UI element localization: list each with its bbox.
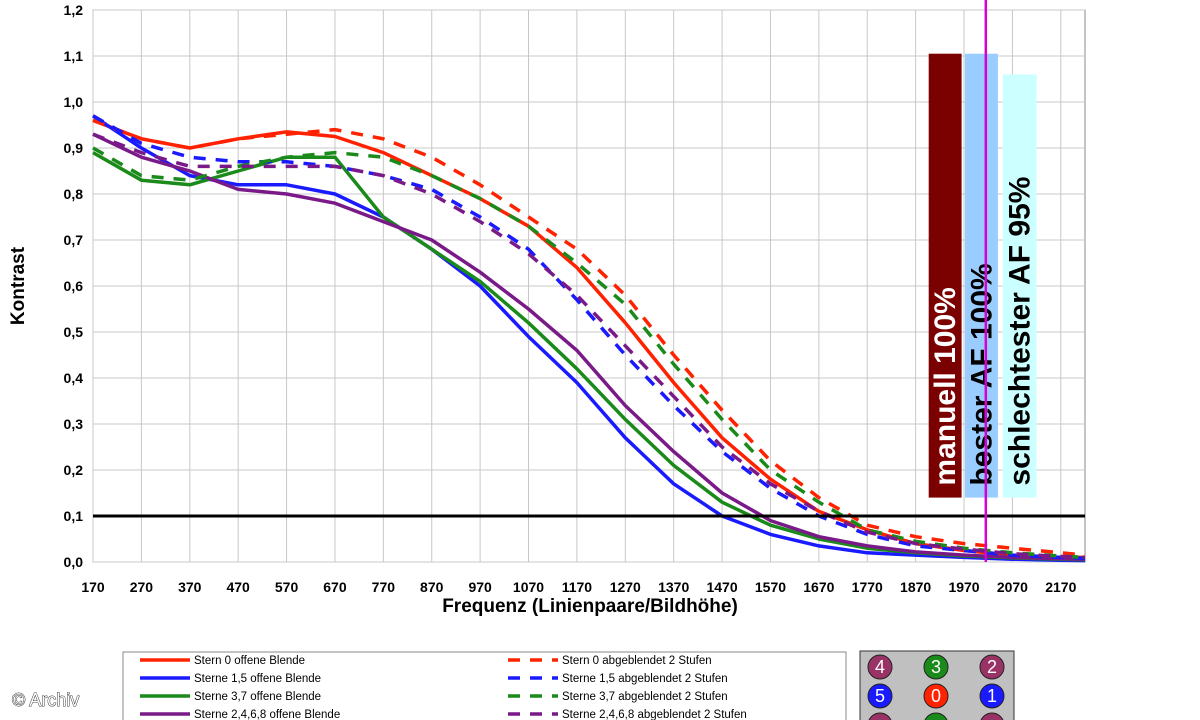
star-badge-8	[980, 712, 1004, 720]
y-tick-label: 0,5	[64, 324, 84, 340]
x-tick-label: 2170	[1045, 579, 1076, 595]
x-tick-label: 1470	[706, 579, 737, 595]
star-badge-label-2: 2	[987, 657, 997, 677]
x-tick-label: 270	[130, 579, 154, 595]
y-tick-label: 0,3	[64, 416, 84, 432]
series-line-7	[92, 132, 1086, 560]
bar-1	[964, 53, 998, 498]
legend-label-6: Sterne 3,7 abgeblendet 2 Stufen	[562, 691, 728, 703]
star-badge-label-1: 3	[931, 657, 941, 677]
x-tick-label: 470	[226, 579, 250, 595]
x-axis-label: Frequenz (Linienpaare/Bildhöhe)	[442, 596, 738, 617]
series-line-4	[92, 118, 1086, 557]
x-tick-label: 1370	[658, 579, 689, 595]
y-tick-label: 1,0	[64, 94, 84, 110]
y-tick-label: 0,8	[64, 186, 84, 202]
y-tick-label: 0,2	[64, 462, 84, 478]
star-badge-4	[923, 683, 949, 709]
x-tick-label: 970	[468, 579, 492, 595]
x-tick-label: 570	[275, 579, 299, 595]
y-tick-label: 0,6	[64, 278, 84, 294]
series-line-3	[92, 132, 1086, 561]
legend-label-7: Sterne 2,4,6,8 abgeblendet 2 Stufen	[562, 709, 747, 720]
bar-2	[1002, 74, 1037, 498]
star-badge-6	[868, 712, 892, 720]
y-tick-label: 0,1	[64, 508, 84, 524]
star-badge-label-3: 5	[875, 686, 885, 706]
x-tick-label: 770	[372, 579, 396, 595]
x-tick-label: 1970	[948, 579, 979, 595]
copyright-watermark: © Archiv	[12, 690, 79, 710]
legend-box	[122, 651, 847, 720]
x-tick-label: 370	[178, 579, 202, 595]
x-tick-label: 1570	[755, 579, 786, 595]
legend-label-5: Sterne 1,5 abgeblendet 2 Stufen	[562, 673, 728, 685]
x-tick-label: 670	[323, 579, 347, 595]
star-badge-3	[867, 683, 893, 709]
star-badge-label-0: 4	[875, 657, 885, 677]
bar-0	[928, 53, 962, 498]
grid-lines	[92, 9, 1085, 563]
x-tick-label: 1270	[610, 579, 641, 595]
x-tick-label: 1770	[852, 579, 883, 595]
category-bars: manuell 100% bester AF 100% schlechtester …	[928, 53, 1037, 498]
star-badge-7	[924, 712, 948, 720]
y-tick-label: 0,4	[64, 370, 84, 386]
legend-label-2: Sterne 3,7 offene Blende	[194, 691, 321, 703]
x-tick-label: 1870	[900, 579, 931, 595]
x-tick-label: 170	[81, 579, 105, 595]
y-tick-label: 1,1	[64, 48, 84, 64]
y-tick-label: 0,0	[64, 554, 84, 570]
star-badge-label-5: 1	[987, 686, 997, 706]
legend-label-3: Sterne 2,4,6,8 offene Blende	[194, 709, 340, 720]
star-badge-0	[867, 654, 893, 680]
data-series	[92, 114, 1086, 563]
bar-label-2: schlechtester AF 95%	[1004, 177, 1037, 486]
x-axis-ticks: 170 270 370 470 570 670 770 870 970 1070 1170 1270 1…	[81, 579, 1076, 595]
bar-label-1: bester AF 100%	[965, 263, 998, 485]
star-position-badges: 4 3 2 5 0 1	[867, 654, 1005, 720]
legend-label-4: Stern 0 abgeblendet 2 Stufen	[562, 655, 712, 667]
star-badge-label-4: 0	[931, 686, 941, 706]
legend-label-0: Stern 0 offene Blende	[194, 655, 305, 667]
x-tick-label: 1670	[803, 579, 834, 595]
x-tick-label: 1170	[562, 579, 593, 595]
y-tick-label: 0,9	[64, 140, 84, 156]
x-tick-label: 2070	[997, 579, 1028, 595]
y-axis-label: Kontrast	[8, 246, 29, 325]
star-badge-5	[979, 683, 1005, 709]
legend-label-1: Sterne 1,5 offene Blende	[194, 673, 321, 685]
reference-lines	[93, 0, 1085, 562]
star-badge-1	[923, 654, 949, 680]
y-tick-label: 1,2	[64, 2, 84, 18]
x-tick-label: 1070	[513, 579, 544, 595]
star-badge-2	[979, 654, 1005, 680]
bar-label-0: manuell 100%	[929, 287, 962, 485]
y-tick-label: 0,7	[64, 232, 84, 248]
x-tick-label: 870	[420, 579, 444, 595]
y-axis-ticks: 0,0 0,1 0,2 0,3 0,4 0,5 0,6 0,7 0,8 0,9 1,0 1,1 1,2	[64, 2, 84, 570]
series-line-1	[92, 114, 1086, 563]
legend: Stern 0 offene Blende Sterne 1,5 offene B…	[140, 655, 747, 720]
